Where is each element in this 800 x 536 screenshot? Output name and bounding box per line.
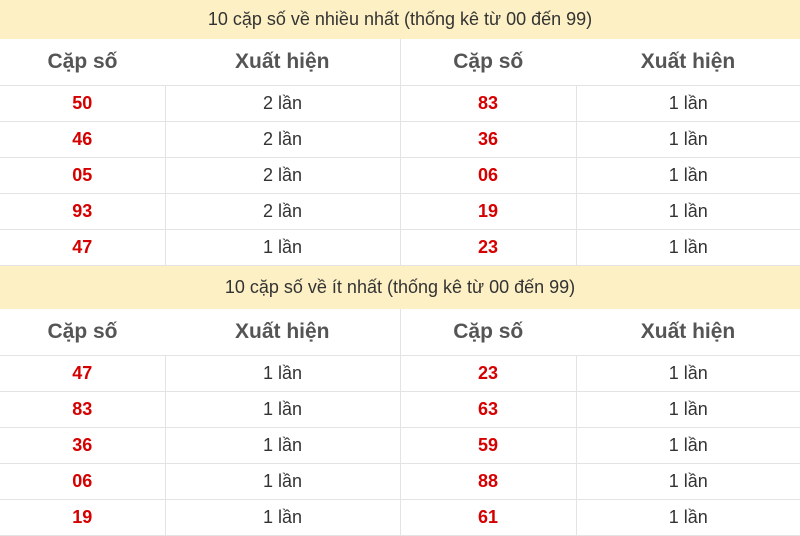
column-header: Cặp số (0, 39, 165, 86)
table-row: 50 2 lần 83 1 lần (0, 85, 800, 122)
column-header: Cặp số (399, 39, 576, 86)
occurrence-count: 2 lần (164, 193, 400, 230)
pair-number: 23 (399, 229, 576, 266)
table-row: 06 1 lần 88 1 lần (0, 463, 800, 500)
pair-number: 36 (399, 121, 576, 158)
pair-number: 88 (399, 463, 576, 500)
table-row: 46 2 lần 36 1 lần (0, 121, 800, 158)
pair-number: 06 (399, 157, 576, 194)
pair-number: 05 (0, 157, 165, 194)
pair-number: 50 (0, 85, 165, 122)
column-header: Cặp số (399, 309, 576, 356)
pair-number: 47 (0, 355, 165, 392)
occurrence-count: 2 lần (164, 85, 400, 122)
column-header: Cặp số (0, 309, 165, 356)
occurrence-count: 1 lần (575, 355, 800, 392)
occurrence-count: 1 lần (575, 193, 800, 230)
occurrence-count: 1 lần (164, 229, 400, 266)
table-row: 83 1 lần 63 1 lần (0, 391, 800, 428)
occurrence-count: 1 lần (575, 463, 800, 500)
pair-number: 46 (0, 121, 165, 158)
pair-number: 61 (399, 499, 576, 536)
pair-number: 93 (0, 193, 165, 230)
pair-number: 36 (0, 427, 165, 464)
occurrence-count: 1 lần (164, 391, 400, 428)
header-row: Cặp số Xuất hiện Cặp số Xuất hiện (0, 309, 800, 356)
occurrence-count: 1 lần (575, 85, 800, 122)
occurrence-count: 2 lần (164, 157, 400, 194)
most-title-row: 10 cặp số về nhiều nhất (thống kê từ 00 … (0, 0, 800, 39)
occurrence-count: 1 lần (164, 463, 400, 500)
table-row: 36 1 lần 59 1 lần (0, 427, 800, 464)
column-header: Xuất hiện (165, 39, 400, 86)
table-row: 19 1 lần 61 1 lần (0, 499, 800, 536)
occurrence-count: 1 lần (575, 499, 800, 536)
column-header: Xuất hiện (576, 39, 800, 86)
column-header: Xuất hiện (576, 309, 800, 356)
pair-number: 63 (399, 391, 576, 428)
header-row: Cặp số Xuất hiện Cặp số Xuất hiện (0, 39, 800, 86)
pair-number: 83 (0, 391, 165, 428)
pair-number: 06 (0, 463, 165, 500)
occurrence-count: 2 lần (164, 121, 400, 158)
pair-number: 47 (0, 229, 165, 266)
occurrence-count: 1 lần (575, 157, 800, 194)
pair-number: 83 (399, 85, 576, 122)
table-row: 93 2 lần 19 1 lần (0, 193, 800, 230)
pair-number: 19 (399, 193, 576, 230)
occurrence-count: 1 lần (164, 499, 400, 536)
section-title: 10 cặp số về nhiều nhất (thống kê từ 00 … (0, 0, 800, 39)
column-header: Xuất hiện (165, 309, 400, 356)
section-title: 10 cặp số về ít nhất (thống kê từ 00 đến… (0, 265, 800, 309)
occurrence-count: 1 lần (575, 391, 800, 428)
pair-number: 23 (399, 355, 576, 392)
occurrence-count: 1 lần (164, 355, 400, 392)
occurrence-count: 1 lần (575, 121, 800, 158)
table-row: 47 1 lần 23 1 lần (0, 229, 800, 266)
table-row: 47 1 lần 23 1 lần (0, 355, 800, 392)
occurrence-count: 1 lần (164, 427, 400, 464)
occurrence-count: 1 lần (575, 229, 800, 266)
least-title-row: 10 cặp số về ít nhất (thống kê từ 00 đến… (0, 265, 800, 309)
occurrence-count: 1 lần (575, 427, 800, 464)
pair-number: 19 (0, 499, 165, 536)
table-row: 05 2 lần 06 1 lần (0, 157, 800, 194)
pair-number: 59 (399, 427, 576, 464)
